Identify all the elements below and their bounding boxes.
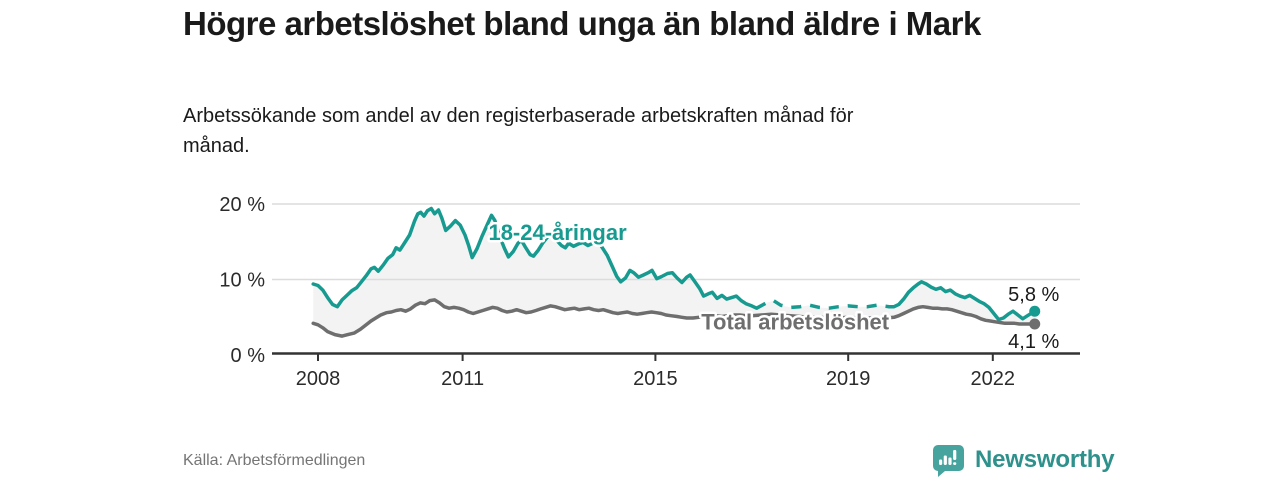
- series-label-youth: 18-24-åringar: [488, 220, 627, 245]
- series-line-youth: [311, 206, 759, 310]
- logo-bar-chart-glyph: [939, 450, 957, 465]
- end-dot-total: [1029, 318, 1041, 330]
- end-value-label-youth: 5,8 %: [1008, 284, 1059, 306]
- series-line-total: [311, 298, 1037, 338]
- x-tick-label: 2008: [296, 368, 341, 390]
- newsworthy-wordmark: Newsworthy: [975, 446, 1115, 473]
- x-tick-label: 2015: [633, 368, 678, 390]
- source-note: Källa: Arbetsförmedlingen: [183, 452, 366, 469]
- y-tick-label: 0 %: [231, 345, 266, 367]
- fill-between-area: [313, 208, 1035, 337]
- series-line-youth: [755, 298, 890, 310]
- end-value-label-total: 4,1 %: [1008, 331, 1059, 353]
- chart-title: Högre arbetslöshet bland unga än bland ä…: [183, 5, 981, 42]
- end-dot-youth: [1029, 305, 1041, 317]
- newsworthy-logo[interactable]: Newsworthy: [931, 441, 1115, 479]
- series-line-youth: [887, 280, 1037, 322]
- y-tick-label: 10 %: [219, 270, 265, 292]
- series-label-total: Total arbetslöshet: [701, 309, 890, 334]
- y-tick-label: 20 %: [219, 194, 265, 216]
- chart-subtitle: Arbetssökande som andel av den registerb…: [183, 105, 854, 157]
- newsworthy-logo-icon: [933, 445, 964, 477]
- x-tick-label: 2011: [441, 368, 484, 390]
- x-tick-label: 2019: [826, 368, 871, 390]
- x-tick-label: 2022: [971, 368, 1016, 390]
